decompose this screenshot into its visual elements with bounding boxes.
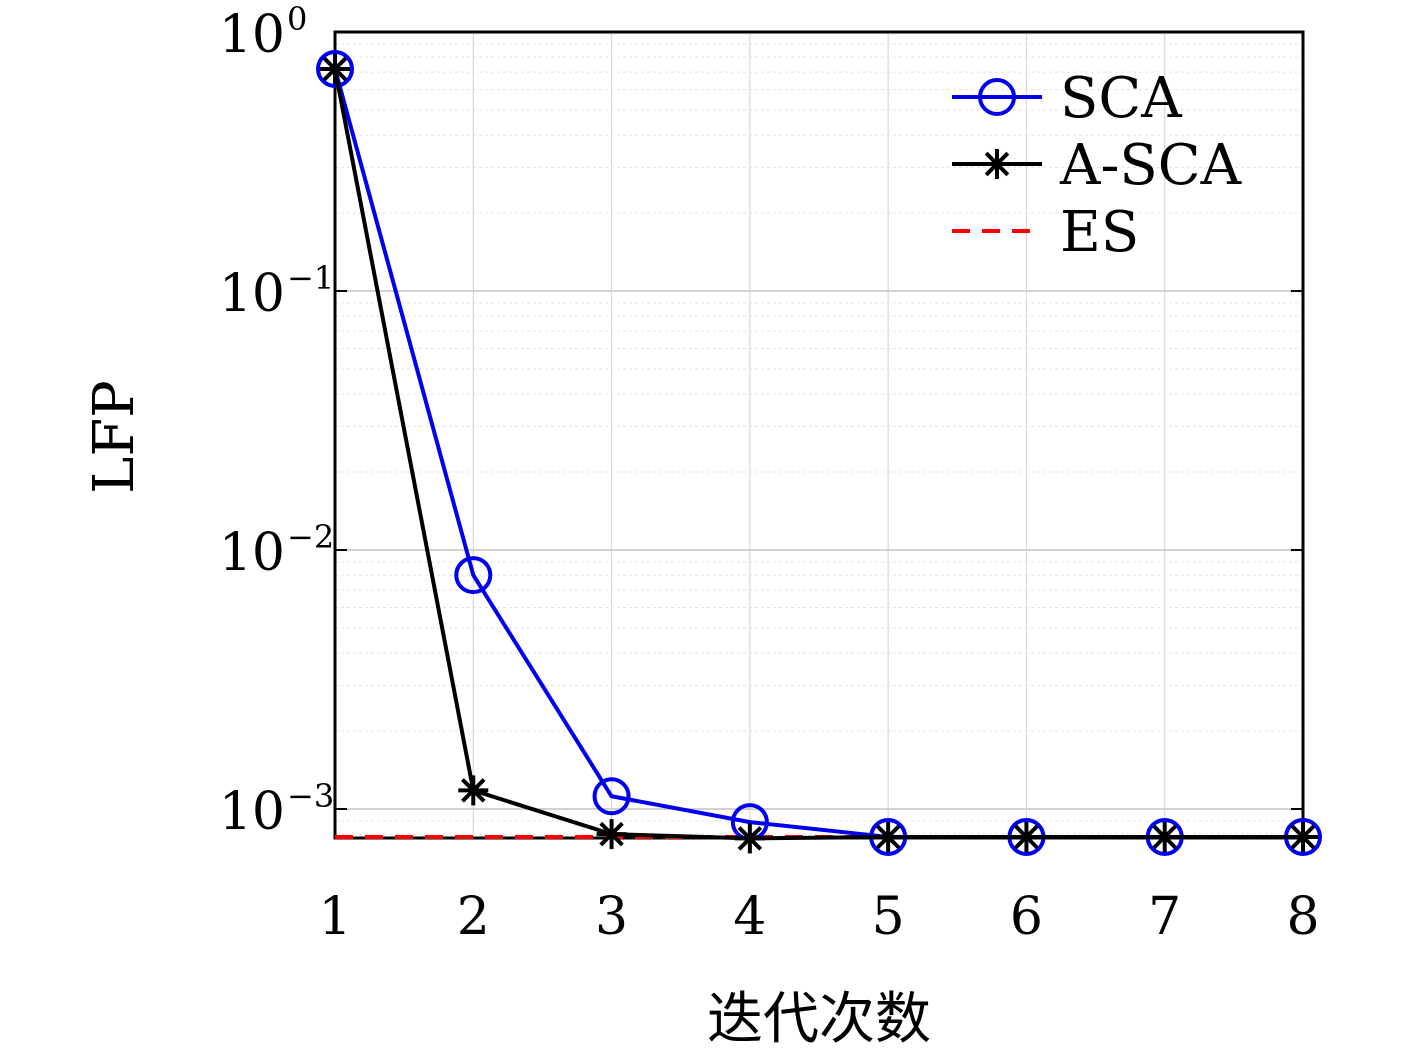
legend-label: A-SCA	[1059, 133, 1242, 198]
asterisk-stroke	[984, 151, 1010, 177]
circle-marker	[978, 78, 1016, 116]
x-tick-label: 8	[1286, 887, 1319, 947]
x-tick-label: 4	[733, 887, 766, 947]
y-tick-marks	[335, 31, 1303, 810]
x-tick-labels: 1 2 3 4 5 6 7 8	[318, 887, 1319, 947]
y-tick-label-exponent: −1	[287, 259, 334, 297]
asterisk-stroke	[1014, 824, 1039, 850]
asterisk-marker	[734, 823, 765, 854]
x-axis-label: 迭代次数	[707, 987, 931, 1052]
asterisk-stroke	[875, 824, 901, 850]
legend-item: SCA	[952, 66, 1182, 131]
series-line	[333, 68, 1303, 841]
asterisk-marker	[982, 149, 1012, 179]
legend-label: ES	[1060, 200, 1139, 265]
asterisk-stroke	[599, 821, 624, 847]
asterisk-stroke	[322, 56, 348, 82]
x-tick-label: 1	[318, 887, 351, 947]
x-tick-label: 7	[1148, 887, 1181, 947]
asterisk-stroke	[1152, 824, 1177, 850]
legend-item: ES	[952, 200, 1139, 265]
legend-item: A-SCA	[952, 133, 1242, 198]
circle-marker	[592, 777, 631, 816]
legend-label: SCA	[1060, 66, 1182, 131]
y-tick-label: 10	[219, 782, 285, 842]
x-tick-label: 5	[872, 887, 905, 947]
asterisk-stroke	[737, 826, 763, 851]
y-tick-label-exponent: −2	[287, 518, 334, 556]
asterisk-marker	[1149, 821, 1180, 852]
x-tick-label: 6	[1010, 887, 1043, 947]
circle-marker	[454, 556, 493, 595]
asterisk-marker	[873, 821, 904, 852]
circle-marker	[316, 49, 354, 88]
asterisk-marker	[320, 53, 350, 84]
x-tick-label: 3	[595, 887, 628, 947]
asterisk-marker	[458, 775, 489, 806]
series-a-sca	[320, 53, 1318, 854]
grid	[334, 31, 1304, 838]
y-tick-label: 10	[219, 5, 285, 65]
y-tick-label: 10	[219, 523, 285, 583]
asterisk-marker	[1288, 821, 1318, 852]
y-axis-label: LFP	[82, 380, 147, 494]
y-tick-label-exponent: −3	[287, 777, 334, 815]
asterisk-stroke	[461, 778, 486, 803]
y-tick-label: 10	[219, 264, 285, 324]
y-tick-label-exponent: 0	[287, 0, 307, 38]
x-tick-label: 2	[457, 887, 490, 947]
asterisk-marker	[596, 819, 627, 850]
asterisk-marker	[1011, 821, 1042, 852]
series-layer	[316, 49, 1322, 856]
asterisk-stroke	[1290, 824, 1316, 850]
